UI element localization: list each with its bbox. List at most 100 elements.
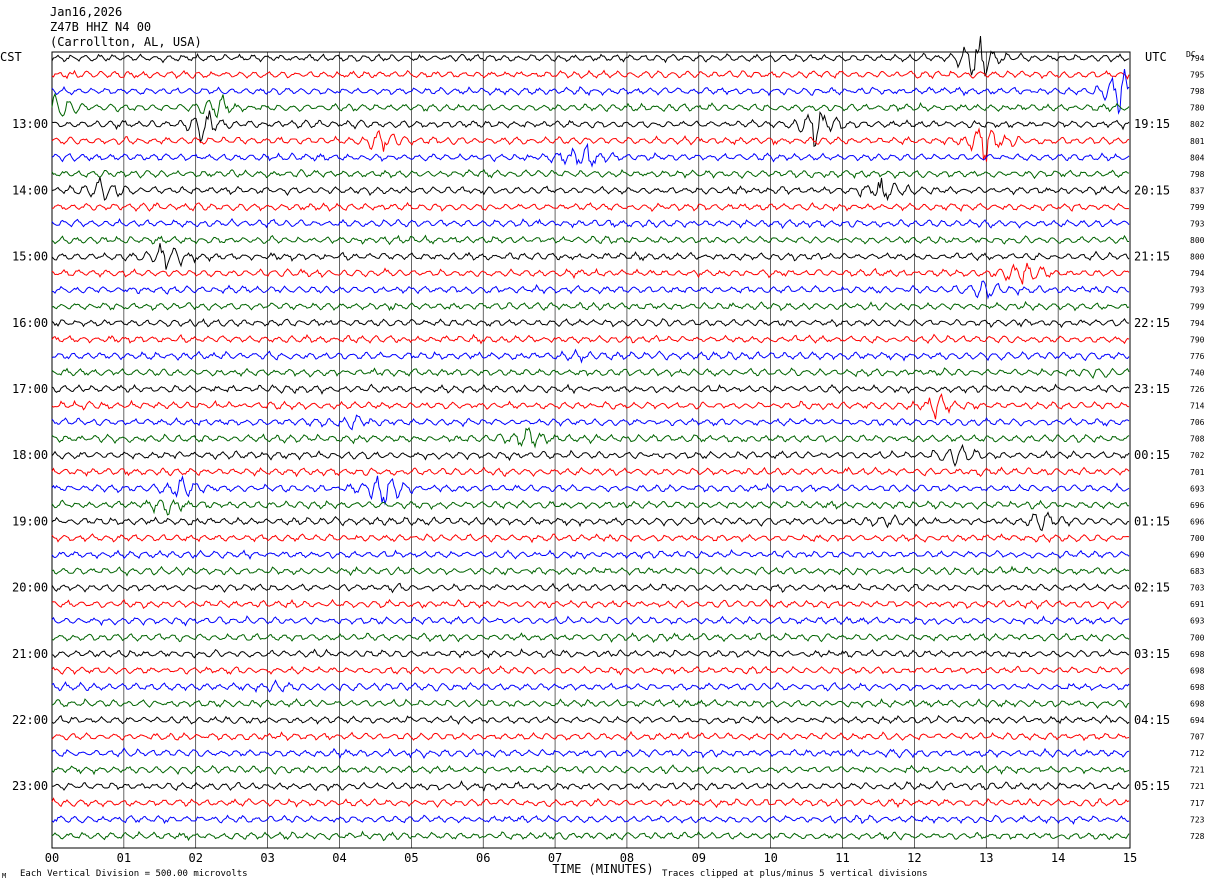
dc-offset-label: 804 (1190, 153, 1205, 162)
trace-line (51, 333, 1130, 345)
trace-line (51, 280, 1130, 300)
left-hour-label: 18:00 (12, 448, 48, 462)
trace-line (51, 830, 1130, 842)
trace-line (51, 814, 1130, 825)
x-tick-label: 00 (45, 851, 59, 865)
dc-offset-label: 707 (1190, 733, 1205, 742)
dc-offset-label: 780 (1190, 104, 1205, 113)
trace-line (51, 511, 1130, 532)
dc-offset-label: 712 (1190, 749, 1205, 758)
left-hour-label: 22:00 (12, 713, 48, 727)
axis-labels: 00 01 02 03 04 05 06 07 08 09 10 11 12 13 14 15 794 795 79… (12, 54, 1205, 865)
trace-line (51, 714, 1130, 726)
left-hour-label: 16:00 (12, 316, 48, 330)
trace-line (51, 217, 1130, 230)
x-tick-label: 06 (476, 851, 490, 865)
x-axis-title: TIME (MINUTES) (552, 862, 653, 876)
trace-line (51, 243, 1130, 270)
trace-line (51, 565, 1130, 577)
right-hour-label: 03:15 (1134, 647, 1170, 661)
trace-line (51, 348, 1130, 364)
right-hour-label: 00:15 (1134, 448, 1170, 462)
trace-line (51, 142, 1130, 168)
trace-line (51, 92, 1130, 119)
trace-line (51, 262, 1130, 285)
dc-offset-label: 703 (1190, 584, 1205, 593)
trace-line (51, 176, 1130, 202)
grid-lines (51, 51, 1131, 849)
dc-offset-label: 723 (1190, 815, 1205, 824)
dc-offset-label: 837 (1190, 186, 1205, 195)
trace-line (51, 234, 1129, 246)
trace-line (51, 698, 1130, 709)
trace-line (51, 582, 1130, 594)
trace-line (51, 69, 1130, 80)
dc-offset-label: 700 (1190, 633, 1205, 642)
dc-offset-label: 794 (1190, 319, 1205, 328)
x-tick-label: 15 (1123, 851, 1137, 865)
x-tick-label: 08 (620, 851, 634, 865)
dc-label: DC (1186, 50, 1196, 59)
trace-line (51, 393, 1130, 420)
trace-line (51, 367, 1130, 380)
dc-offset-label: 721 (1190, 766, 1205, 775)
dc-offset-label: 698 (1190, 699, 1205, 708)
left-hour-label: 14:00 (12, 183, 48, 197)
dc-offset-label: 794 (1190, 54, 1205, 63)
trace-line (51, 780, 1130, 792)
dc-offset-label: 794 (1190, 269, 1205, 278)
dc-offset-label: 799 (1190, 203, 1205, 212)
trace-line (51, 474, 1130, 506)
trace-line (51, 300, 1130, 312)
left-hour-label: 17:00 (12, 382, 48, 396)
trace-line (51, 747, 1130, 759)
trace-line (51, 383, 1130, 395)
x-tick-label: 11 (835, 851, 849, 865)
dc-offset-label: 726 (1190, 385, 1205, 394)
trace-line (51, 110, 1130, 147)
x-tick-label: 14 (1051, 851, 1065, 865)
x-tick-label: 10 (763, 851, 777, 865)
trace-line (51, 764, 1130, 776)
dc-offset-label: 795 (1190, 71, 1205, 80)
dc-offset-label: 799 (1190, 302, 1205, 311)
trace-line (51, 35, 1130, 77)
x-tick-label: 13 (979, 851, 993, 865)
right-hour-label: 19:15 (1134, 117, 1170, 131)
x-tick-label: 05 (404, 851, 418, 865)
trace-line (51, 498, 1129, 516)
dc-offset-label: 740 (1190, 368, 1205, 377)
dc-offset-label: 721 (1190, 782, 1205, 791)
x-tick-label: 04 (332, 851, 346, 865)
dc-offset-label: 776 (1190, 352, 1205, 361)
trace-line (51, 168, 1130, 180)
dc-offset-label: 696 (1190, 501, 1205, 510)
dc-offset-label: 700 (1190, 534, 1205, 543)
x-tick-label: 03 (260, 851, 274, 865)
x-tick-label: 07 (548, 851, 562, 865)
right-hour-label: 22:15 (1134, 316, 1170, 330)
dc-offset-label: 798 (1190, 170, 1205, 179)
dc-offset-label: 728 (1190, 832, 1205, 841)
right-hour-label: 04:15 (1134, 713, 1170, 727)
header-station: Z47B HHZ N4 00 (50, 20, 152, 34)
trace-line (51, 548, 1130, 560)
dc-offset-label: 800 (1190, 253, 1205, 262)
dc-offset-label: 696 (1190, 517, 1205, 526)
trace-line (51, 632, 1130, 643)
trace-line (51, 318, 1130, 329)
right-hour-label: 23:15 (1134, 382, 1170, 396)
left-hour-label: 15:00 (12, 250, 48, 264)
dc-offset-label: 800 (1190, 236, 1205, 245)
trace-line (51, 414, 1130, 431)
x-tick-label: 12 (907, 851, 921, 865)
dc-offset-label: 701 (1190, 468, 1205, 477)
dc-offset-label: 801 (1190, 137, 1205, 146)
scale-note: Each Vertical Division = 500.00 microvol… (20, 869, 248, 879)
right-hour-label: 05:15 (1134, 779, 1170, 793)
x-tick-label: 09 (692, 851, 706, 865)
dc-offset-label: 693 (1190, 617, 1205, 626)
trace-line (51, 466, 1130, 478)
left-hour-label: 20:00 (12, 581, 48, 595)
